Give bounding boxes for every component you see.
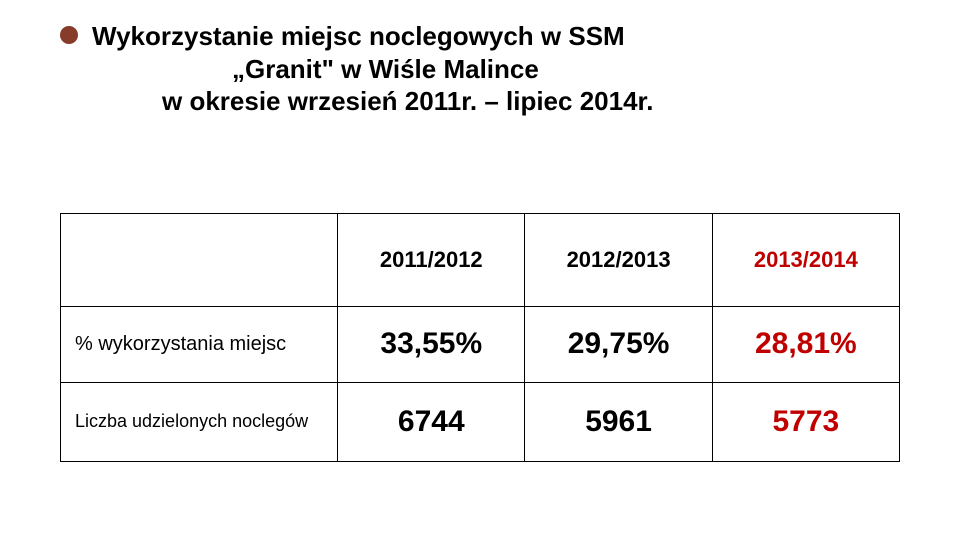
cell-r2-c2: 5961: [525, 382, 712, 461]
header-col-3: 2013/2014: [712, 213, 899, 306]
table-row: Liczba udzielonych noclegów 6744 5961 57…: [61, 382, 900, 461]
usage-table: 2011/2012 2012/2013 2013/2014 % wykorzys…: [60, 213, 900, 462]
title-line-1: Wykorzystanie miejsc noclegowych w SSM: [92, 20, 653, 53]
cell-r1-c2: 29,75%: [525, 306, 712, 382]
title-row: Wykorzystanie miejsc noclegowych w SSM „…: [60, 20, 900, 118]
title-block: Wykorzystanie miejsc noclegowych w SSM „…: [92, 20, 653, 118]
cell-r2-c1: 6744: [338, 382, 525, 461]
cell-r1-c1: 33,55%: [338, 306, 525, 382]
header-col-1: 2011/2012: [338, 213, 525, 306]
header-col-2: 2012/2013: [525, 213, 712, 306]
cell-r2-c3: 5773: [712, 382, 899, 461]
cell-r1-c3: 28,81%: [712, 306, 899, 382]
table-row: % wykorzystania miejsc 33,55% 29,75% 28,…: [61, 306, 900, 382]
title-line-2: „Granit" w Wiśle Malince: [92, 53, 653, 86]
table-header-row: 2011/2012 2012/2013 2013/2014: [61, 213, 900, 306]
row-label-2: Liczba udzielonych noclegów: [61, 382, 338, 461]
table-wrap: 2011/2012 2012/2013 2013/2014 % wykorzys…: [60, 213, 900, 462]
header-empty: [61, 213, 338, 306]
title-line-3: w okresie wrzesień 2011r. – lipiec 2014r…: [92, 85, 653, 118]
row-label-1: % wykorzystania miejsc: [61, 306, 338, 382]
page: Wykorzystanie miejsc noclegowych w SSM „…: [0, 0, 960, 540]
bullet-icon: [60, 26, 78, 44]
